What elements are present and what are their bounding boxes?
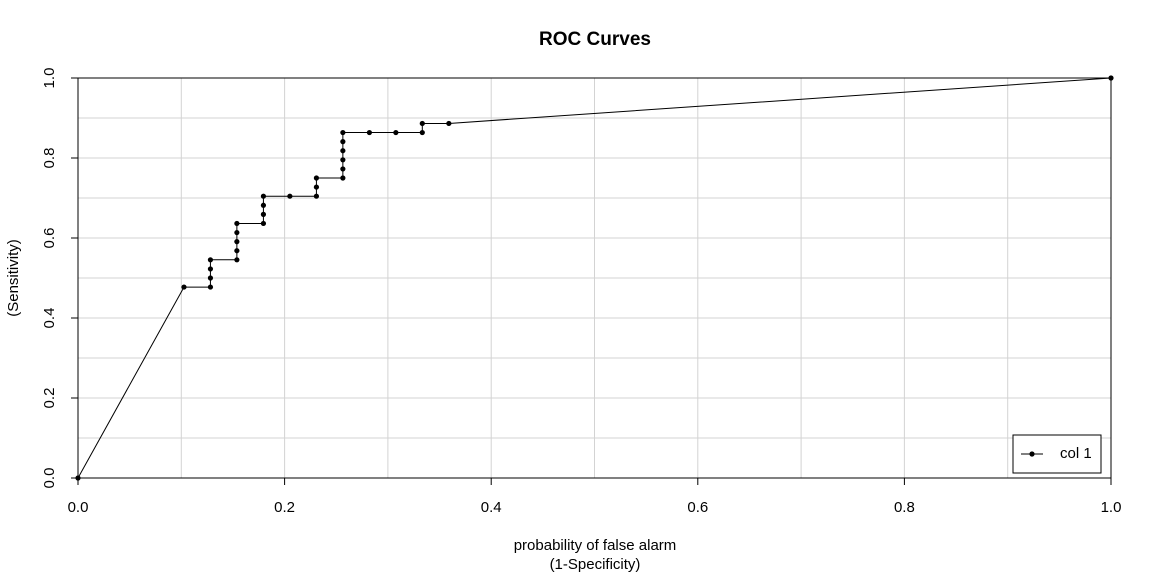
data-point [181,284,187,290]
data-point [260,220,267,227]
data-point [1108,75,1114,81]
x-tick-label: 0.6 [687,499,708,516]
data-point [313,184,320,190]
y-tick-label: 0.4 [41,308,58,329]
data-point [207,266,214,272]
data-point [340,157,346,163]
data-point [207,284,214,290]
data-point [234,229,240,236]
legend-marker [1029,451,1035,457]
x-tick-label: 0.4 [481,499,502,516]
data-point [260,202,267,208]
x-tick-label: 1.0 [1101,499,1122,516]
data-point [340,129,346,136]
data-point [234,220,240,227]
x-axis-label: (1-Specificity) [550,556,641,573]
x-tick-label: 0.0 [68,499,89,516]
data-point [313,175,320,181]
data-point [446,120,452,127]
data-point [313,193,320,199]
data-point [340,139,346,145]
plot-frame [77,77,1112,479]
x-tick-label: 0.8 [894,499,915,516]
y-tick-label: 0.8 [41,148,58,169]
data-point [419,129,425,136]
y-tick-label: 1.0 [41,68,58,89]
data-point [234,248,240,254]
data-point [260,193,267,199]
data-point [260,211,267,217]
chart-title: ROC Curves [539,29,651,50]
y-tick-label: 0.2 [41,388,58,409]
data-point [419,120,425,127]
data-point [207,275,214,281]
data-point [340,148,346,154]
data-point [287,193,293,199]
legend-label: col 1 [1060,445,1092,462]
data-point [234,257,240,263]
data-point [393,129,399,136]
data-point [340,175,346,181]
legend: col 1 [1012,434,1102,474]
y-tick-label: 0.6 [41,228,58,249]
x-axis-label: probability of false alarm [514,537,677,554]
data-point [207,257,214,263]
data-point [340,166,346,172]
data-point [234,239,240,245]
y-axis-label: (Sensitivity) [5,239,22,317]
y-tick-label: 0.0 [41,468,58,489]
data-point [75,475,81,481]
x-tick-label: 0.2 [274,499,295,516]
data-point [366,129,373,136]
